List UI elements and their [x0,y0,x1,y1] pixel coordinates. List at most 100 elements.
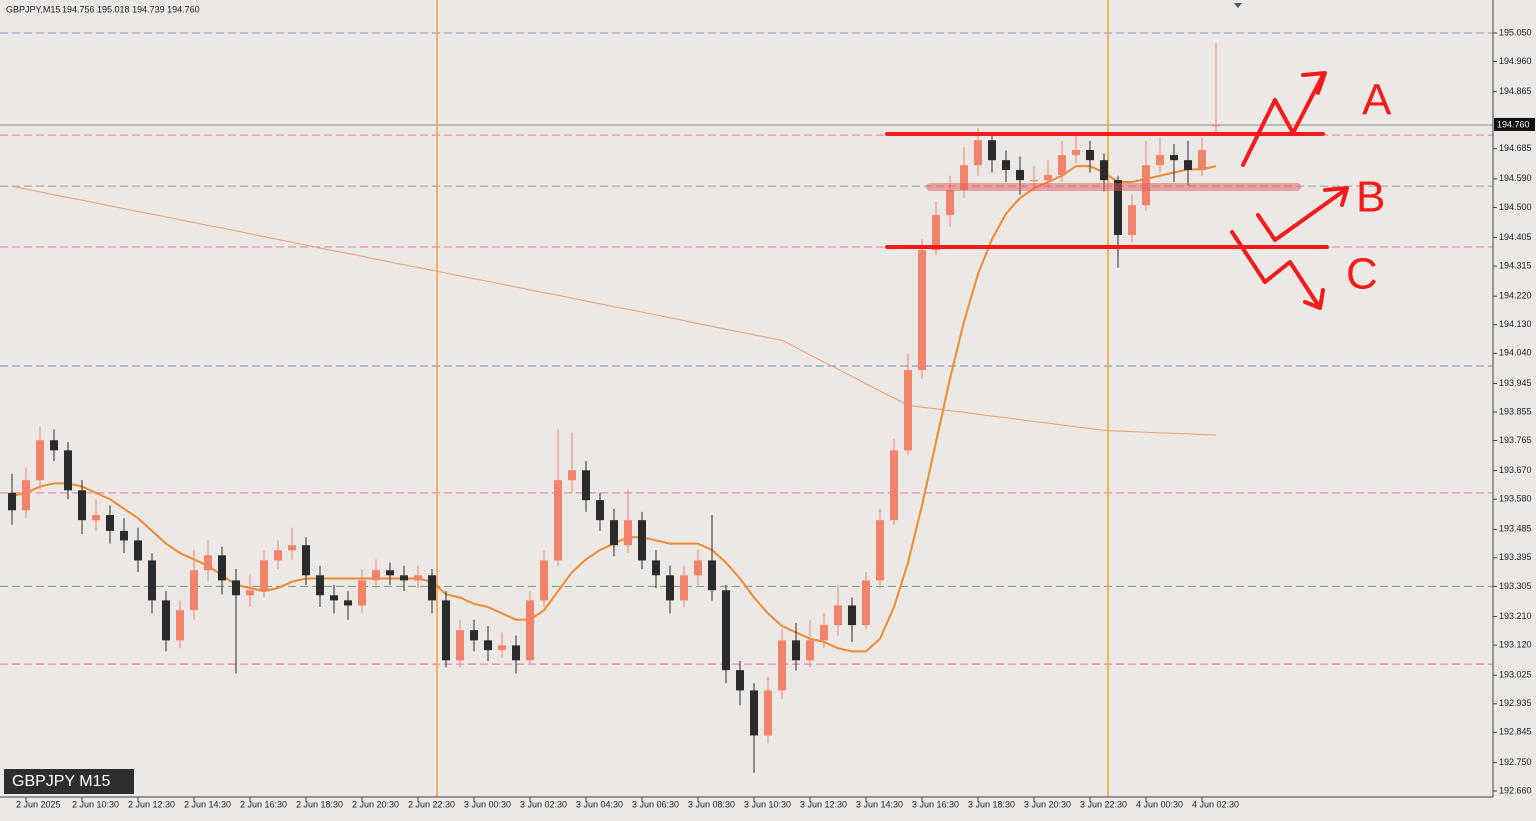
y-tick-label: 193.485 [1499,524,1532,534]
candle-body [666,575,674,601]
candle-body [1198,150,1206,170]
candle-body [582,470,590,501]
candle-body [862,580,870,626]
candle-body [428,575,436,601]
candle-body [414,575,422,581]
x-tick-label: 4 Jun 00:30 [1136,799,1183,809]
y-tick-label: 192.845 [1499,727,1532,737]
candle-body [1156,155,1164,166]
candle-body [596,500,604,521]
candle-body [1114,180,1122,236]
candle-body [274,550,282,561]
candle-body [162,600,170,641]
x-tick-label: 3 Jun 22:30 [1080,799,1127,809]
candle-body [848,605,856,626]
candle-body [1100,160,1108,181]
candle-body [400,575,408,581]
drawn-arrowhead [1323,186,1349,207]
y-tick-label: 193.395 [1499,552,1532,562]
current-price-box [1494,117,1535,131]
x-tick-label: 4 Jun 02:30 [1192,799,1239,809]
y-tick-label: 193.210 [1499,611,1532,621]
y-tick-label: 194.315 [1499,260,1532,270]
candle-body [372,570,380,581]
x-tick-label: 2 Jun 2025 [16,799,61,809]
x-tick-label: 3 Jun 20:30 [1024,799,1071,809]
candle-body [232,580,240,596]
candle-body [526,600,534,661]
candle-body [652,560,660,576]
ohlc-info: 194.756 195.018 194.739 194.760 [62,4,200,14]
watermark: GBPJPY M15 [12,773,111,790]
y-tick-label: 193.855 [1499,406,1532,416]
candle-body [64,450,72,491]
candle-body [694,560,702,576]
candle-body [330,595,338,601]
candle-body [120,530,128,541]
candle-body [890,450,898,521]
candle-body [148,560,156,601]
candle-body [1016,169,1024,181]
candle-body [680,575,688,601]
y-tick-label: 193.670 [1499,465,1532,475]
drawn-arrow [1256,188,1347,242]
x-tick-label: 2 Jun 18:30 [296,799,343,809]
candle-body [1212,124,1220,127]
candle-body [176,610,184,641]
y-tick-label: 194.220 [1499,291,1532,301]
candle-body [554,480,562,561]
y-tick-label: 192.935 [1499,698,1532,708]
candle-body [344,600,352,606]
y-tick-label: 193.945 [1499,378,1532,388]
candle-body [288,545,296,551]
candle-body [442,600,450,661]
candle-body [1002,160,1010,170]
axes: 195.050 194.960 194.865 194.685 194.590 194.5… [16,27,1535,809]
candle-body [1170,155,1178,161]
candle-body [764,690,772,736]
candle-body [722,590,730,671]
candle-body [876,520,884,581]
candle-body [1058,155,1066,176]
x-tick-label: 3 Jun 02:30 [520,799,567,809]
y-tick-label: 193.765 [1499,435,1532,445]
x-tick-label: 3 Jun 14:30 [856,799,903,809]
y-tick-label: 193.120 [1499,639,1532,649]
y-tick-label: 194.040 [1499,348,1532,358]
x-tick-label: 2 Jun 12:30 [128,799,175,809]
candle-body [960,165,968,190]
x-tick-label: 3 Jun 08:30 [688,799,735,809]
candles [8,43,1220,773]
drawn-arrowhead [1303,288,1325,310]
candle-body [806,640,814,661]
y-tick-label: 194.405 [1499,232,1532,242]
drawn-arrow [1230,230,1320,307]
candle-body [736,670,744,691]
candle-body [792,640,800,661]
symbol: GBPJPY,M15 [6,4,60,14]
candle-body [260,560,268,591]
x-tick-label: 2 Jun 10:30 [72,799,119,809]
candle-body [834,605,842,626]
x-tick-label: 2 Jun 16:30 [240,799,287,809]
y-tick-label: 193.580 [1499,494,1532,504]
y-tick-label: 194.685 [1499,143,1532,153]
candle-body [1128,205,1136,236]
y-tick-label: 194.590 [1499,173,1532,183]
candle-body [246,590,254,596]
candle-body [92,515,100,521]
y-tick-label: 194.865 [1499,86,1532,96]
candle-body [358,580,366,606]
candle-body [918,250,926,371]
candle-body [932,215,940,251]
candle-body [750,690,758,736]
candle-body [708,560,716,591]
x-tick-label: 3 Jun 12:30 [800,799,847,809]
candle-body [610,520,618,546]
annotation: A [1362,76,1392,125]
y-tick-label: 193.025 [1499,670,1532,680]
candle-body [218,555,226,581]
x-tick-label: 3 Jun 16:30 [912,799,959,809]
candle-body [820,625,828,641]
